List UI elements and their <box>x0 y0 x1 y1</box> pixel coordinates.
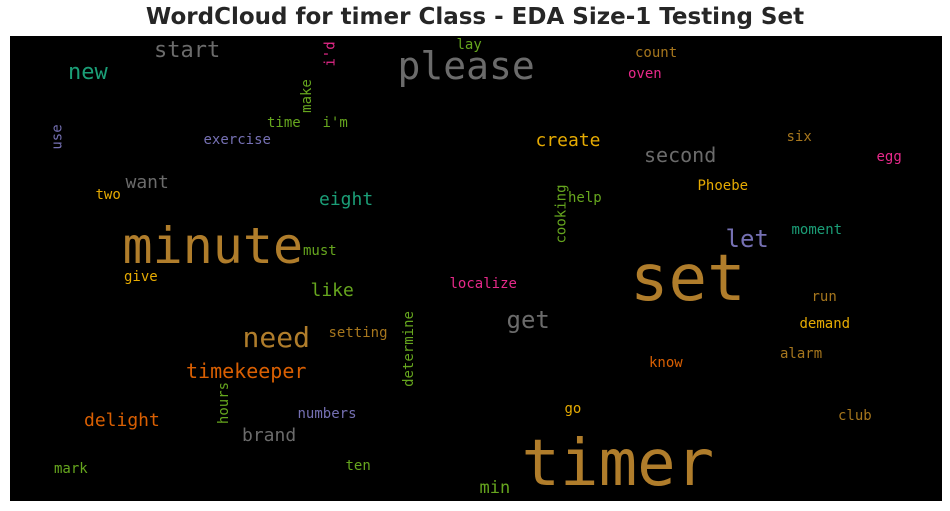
word-time: time <box>267 115 301 131</box>
word-must: must <box>303 243 337 259</box>
word-set: set <box>630 242 746 316</box>
word-phoebe: Phoebe <box>697 178 749 194</box>
word-hours: hours <box>216 381 233 425</box>
word-run: run <box>811 289 837 305</box>
word-demand: demand <box>799 316 851 332</box>
word-i-d: i'd <box>322 41 339 67</box>
word-give: give <box>124 269 158 285</box>
word-count: count <box>635 45 678 61</box>
word-mark: mark <box>54 461 88 477</box>
word-delight: delight <box>84 410 160 431</box>
word-oven: oven <box>628 66 662 82</box>
word-minute: minute <box>122 217 304 275</box>
word-determine: determine <box>400 311 417 387</box>
word-ten: ten <box>345 458 371 474</box>
word-timer: timer <box>521 427 715 501</box>
word-moment: moment <box>791 222 843 238</box>
word-alarm: alarm <box>780 346 823 362</box>
word-second: second <box>644 143 717 167</box>
word-get: get <box>506 306 550 334</box>
word-club: club <box>838 408 872 424</box>
word-want: want <box>125 172 169 193</box>
word-brand: brand <box>242 425 297 446</box>
word-setting: setting <box>328 325 388 341</box>
word-make: make <box>298 79 315 113</box>
word-egg: egg <box>876 149 902 165</box>
word-start: start <box>154 38 221 63</box>
word-know: know <box>649 355 683 371</box>
word-eight: eight <box>319 189 374 210</box>
word-localize: localize <box>449 276 517 292</box>
word-need: need <box>242 321 310 354</box>
wordcloud-canvas: timer set minute please need get new start let ti… <box>10 36 942 501</box>
word-like: like <box>310 280 354 301</box>
word-go: go <box>564 401 582 417</box>
word-lay: lay <box>456 37 482 53</box>
chart-title: WordCloud for timer Class - EDA Size-1 T… <box>145 4 805 30</box>
word-two: two <box>95 187 121 203</box>
word-six: six <box>786 129 812 145</box>
word-min: min <box>479 477 511 498</box>
word-let: let <box>725 225 769 253</box>
word-exercise: exercise <box>203 132 271 148</box>
word-cooking: cooking <box>553 184 570 244</box>
word-timekeeper: timekeeper <box>186 359 307 383</box>
word-new: new <box>68 60 108 85</box>
word-help: help <box>568 190 602 206</box>
word-create: create <box>535 130 601 151</box>
word-please: please <box>397 44 535 88</box>
word-numbers: numbers <box>297 406 357 422</box>
word-use: use <box>49 124 66 150</box>
word-i-m: i'm <box>322 115 348 131</box>
